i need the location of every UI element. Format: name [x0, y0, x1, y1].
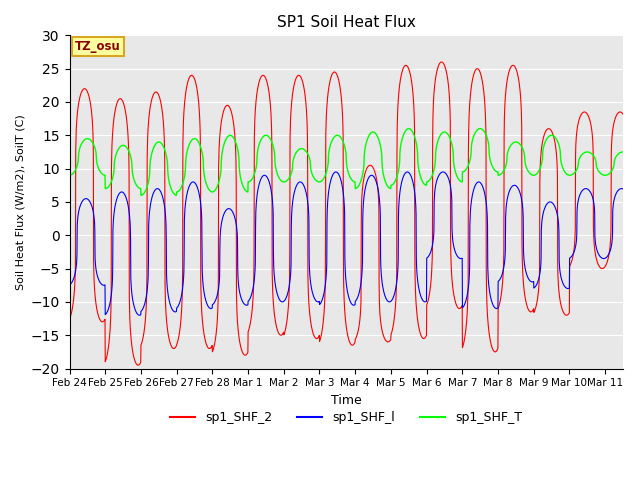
Text: TZ_osu: TZ_osu	[75, 40, 121, 53]
sp1_SHF_T	[619, 149, 627, 155]
sp1_SHF_2	[412, 304, 420, 310]
sp1_SHF_2	[438, 59, 445, 65]
sp1_SHF_l	[413, 263, 420, 269]
Line: sp1_SHF_l: sp1_SHF_l	[70, 172, 623, 315]
Y-axis label: Soil Heat Flux (W/m2), SoilT (C): Soil Heat Flux (W/m2), SoilT (C)	[15, 114, 25, 290]
sp1_SHF_l	[98, 282, 106, 288]
sp1_SHF_2	[134, 362, 142, 368]
sp1_SHF_2	[619, 111, 627, 117]
sp1_SHF_T	[66, 172, 74, 178]
sp1_SHF_T	[137, 192, 145, 198]
sp1_SHF_l	[534, 277, 542, 283]
sp1_SHF_T	[476, 126, 484, 132]
sp1_SHF_2	[66, 316, 74, 322]
Line: sp1_SHF_T: sp1_SHF_T	[70, 129, 623, 195]
Line: sp1_SHF_2: sp1_SHF_2	[70, 62, 623, 365]
Title: SP1 Soil Heat Flux: SP1 Soil Heat Flux	[276, 15, 415, 30]
sp1_SHF_l	[429, 236, 437, 241]
sp1_SHF_l	[600, 256, 608, 262]
sp1_SHF_2	[429, 106, 437, 111]
sp1_SHF_l	[136, 312, 143, 318]
sp1_SHF_2	[98, 319, 106, 324]
Legend: sp1_SHF_2, sp1_SHF_l, sp1_SHF_T: sp1_SHF_2, sp1_SHF_l, sp1_SHF_T	[165, 406, 527, 429]
sp1_SHF_2	[600, 265, 608, 271]
sp1_SHF_2	[349, 342, 357, 348]
sp1_SHF_T	[349, 179, 357, 184]
X-axis label: Time: Time	[331, 394, 362, 407]
sp1_SHF_l	[350, 302, 358, 308]
sp1_SHF_T	[429, 170, 437, 176]
sp1_SHF_2	[534, 289, 542, 295]
sp1_SHF_T	[412, 141, 420, 146]
sp1_SHF_l	[332, 169, 340, 175]
sp1_SHF_T	[98, 171, 106, 177]
sp1_SHF_l	[66, 282, 74, 288]
sp1_SHF_T	[534, 169, 542, 175]
sp1_SHF_l	[619, 186, 627, 192]
sp1_SHF_T	[600, 172, 608, 178]
